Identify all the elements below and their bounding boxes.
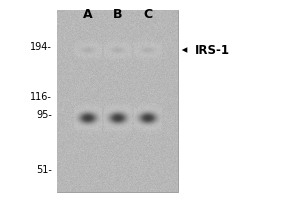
Text: 51-: 51- [36,165,52,175]
Text: 194-: 194- [30,42,52,52]
Bar [57,10,178,192]
Text: B: B [113,8,123,21]
Text: A: A [83,8,93,21]
Text: C: C [143,8,153,21]
Text: IRS-1: IRS-1 [195,44,230,56]
Text: 95-: 95- [36,110,52,120]
Text: 116-: 116- [30,92,52,102]
